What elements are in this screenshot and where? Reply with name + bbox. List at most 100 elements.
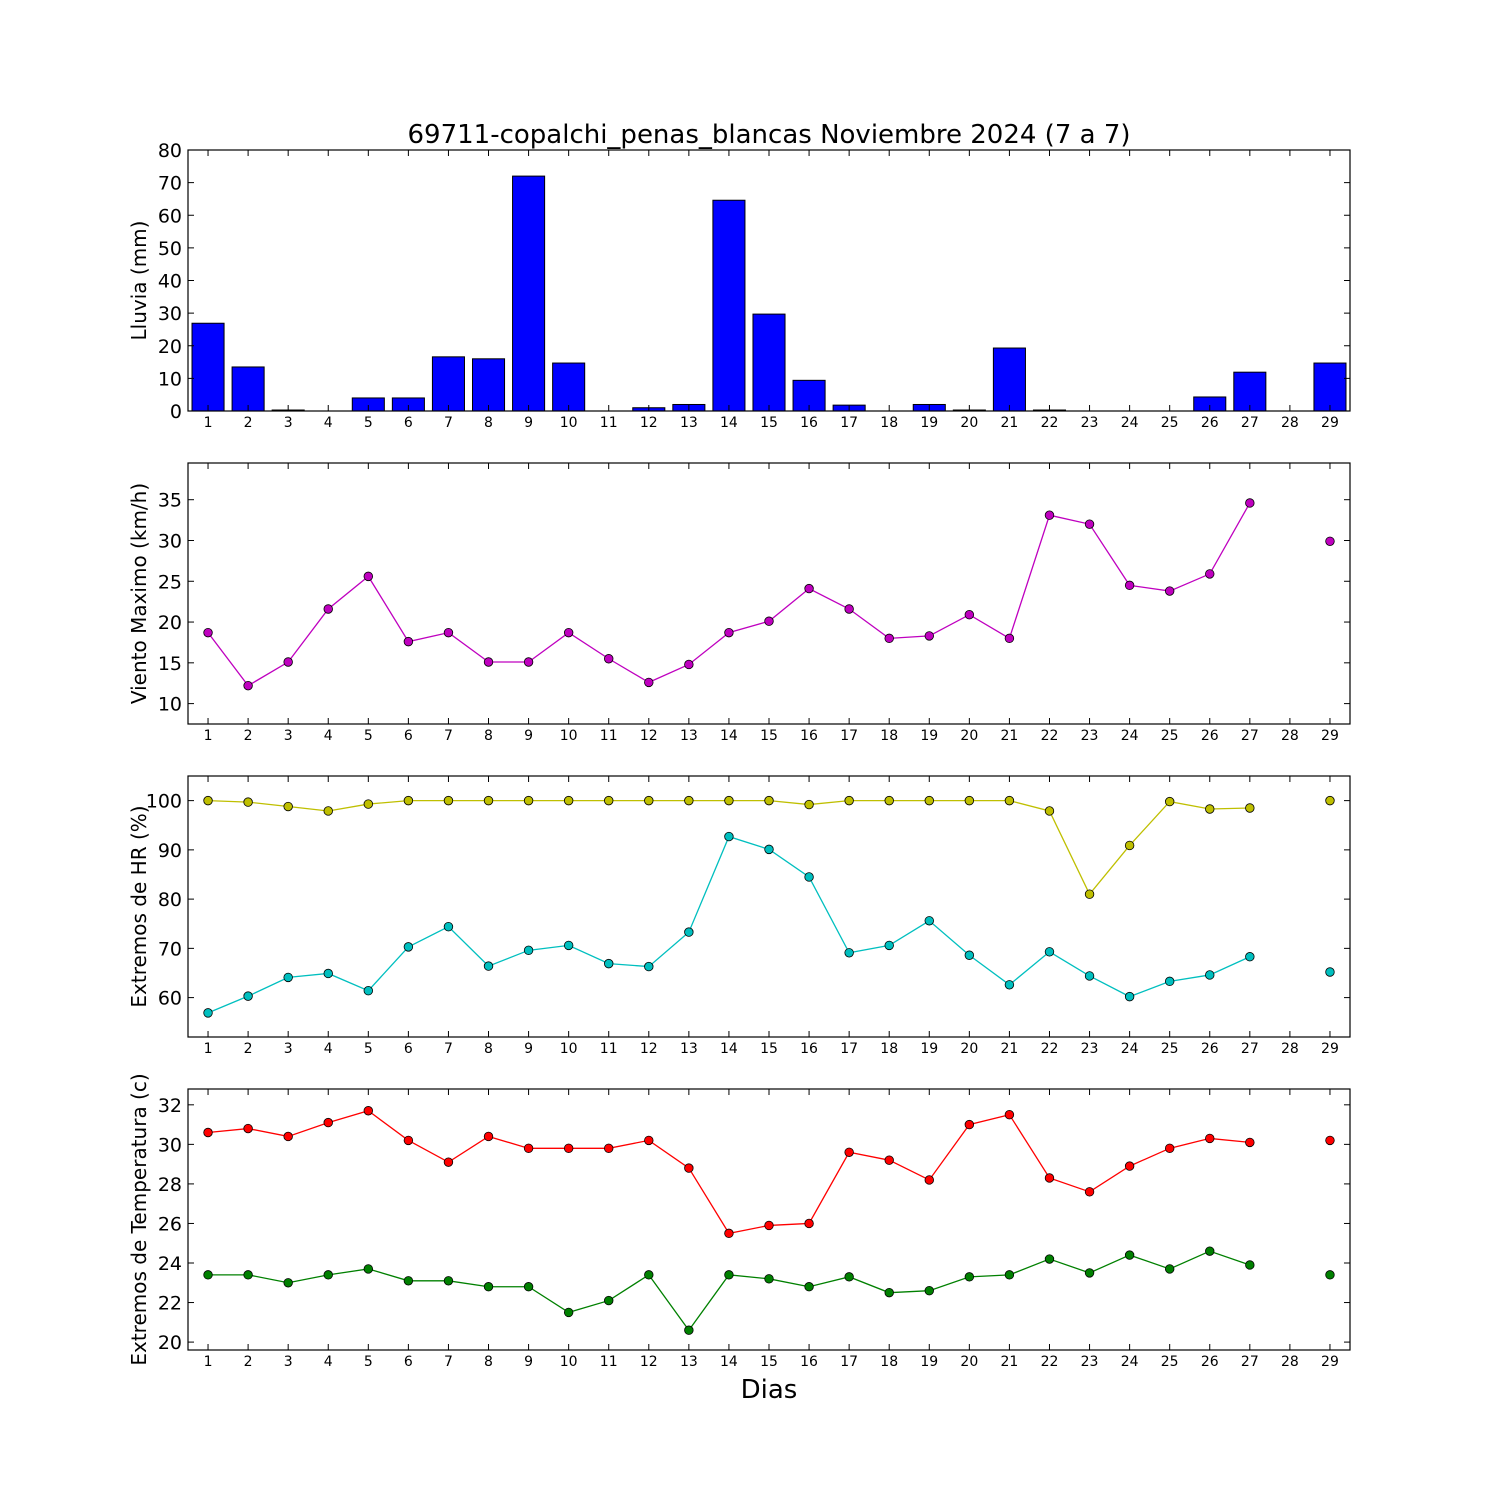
x-tick-label-temperature: 21	[1000, 1354, 1018, 1370]
x-tick-label-wind: 11	[600, 728, 618, 744]
x-tick-label-temperature: 3	[284, 1354, 293, 1370]
bar-2	[231, 366, 265, 412]
point-humidity-1-14	[724, 795, 734, 806]
point-humidity-2-2	[243, 991, 253, 1001]
x-tick-label-wind: 21	[1000, 728, 1018, 744]
bar-21	[992, 347, 1026, 412]
x-tick-label-temperature: 26	[1201, 1354, 1219, 1370]
x-tick-label-temperature: 19	[920, 1354, 938, 1370]
point-wind-1-29	[1325, 536, 1335, 547]
x-tick-label-wind: 15	[760, 728, 778, 744]
y-tick-label-humidity: 90	[158, 840, 182, 862]
x-tick-label-temperature: 7	[444, 1354, 453, 1370]
point-humidity-2-14	[724, 831, 734, 842]
x-tick-label-humidity: 9	[524, 1041, 533, 1057]
series-line-humidity-1-1	[208, 799, 1250, 896]
x-tick-label-wind: 4	[324, 728, 333, 744]
point-humidity-2-26	[1205, 970, 1215, 980]
y-tick-label-rain: 0	[170, 401, 182, 423]
point-temperature-1-10	[563, 1143, 574, 1154]
x-tick-label-temperature: 14	[720, 1354, 738, 1370]
x-tick-label-rain: 7	[444, 415, 453, 431]
point-wind-1-23	[1084, 519, 1095, 529]
point-temperature-1-3	[283, 1131, 293, 1142]
x-tick-label-temperature: 15	[760, 1354, 778, 1370]
point-temperature-2-23	[1084, 1268, 1095, 1278]
point-temperature-1-6	[403, 1135, 414, 1146]
point-wind-1-5	[363, 571, 374, 582]
x-tick-label-humidity: 20	[960, 1041, 978, 1057]
point-humidity-1-1	[203, 795, 213, 806]
point-humidity-1-15	[764, 795, 774, 806]
x-tick-label-temperature: 28	[1281, 1354, 1299, 1370]
x-tick-label-rain: 18	[880, 415, 898, 431]
point-wind-1-16	[804, 583, 814, 594]
point-temperature-1-8	[483, 1131, 494, 1142]
point-wind-1-12	[644, 677, 654, 688]
point-humidity-2-24	[1124, 991, 1135, 1002]
point-temperature-1-9	[523, 1143, 534, 1154]
point-temperature-1-12	[644, 1135, 654, 1146]
y-tick-label-wind: 20	[158, 612, 182, 634]
x-tick-label-temperature: 12	[640, 1354, 658, 1370]
x-tick-label-rain: 1	[204, 415, 213, 431]
bar-8	[471, 358, 506, 412]
point-temperature-2-7	[443, 1276, 454, 1286]
point-wind-1-8	[483, 657, 494, 667]
x-tick-label-wind: 2	[244, 728, 253, 744]
point-temperature-1-5	[363, 1106, 374, 1116]
x-tick-label-rain: 17	[840, 415, 858, 431]
x-tick-label-rain: 3	[284, 415, 293, 431]
x-tick-label-humidity: 11	[600, 1041, 618, 1057]
point-temperature-2-9	[523, 1282, 534, 1292]
x-tick-label-temperature: 18	[880, 1354, 898, 1370]
point-temperature-1-29	[1325, 1135, 1335, 1146]
x-tick-label-humidity: 14	[720, 1041, 738, 1057]
x-tick-label-rain: 15	[760, 415, 778, 431]
x-tick-label-rain: 19	[920, 415, 938, 431]
x-tick-label-humidity: 27	[1241, 1041, 1259, 1057]
x-tick-label-temperature: 16	[800, 1354, 818, 1370]
x-tick-label-humidity: 8	[484, 1041, 493, 1057]
x-tick-label-humidity: 25	[1161, 1041, 1179, 1057]
x-tick-label-rain: 10	[560, 415, 578, 431]
point-temperature-1-16	[804, 1218, 814, 1229]
point-wind-1-4	[323, 604, 333, 614]
x-axis-label: Dias	[741, 1375, 798, 1405]
x-tick-label-wind: 17	[840, 728, 858, 744]
point-humidity-2-19	[924, 916, 934, 926]
point-humidity-1-20	[964, 795, 975, 806]
point-humidity-2-11	[604, 958, 614, 969]
point-temperature-2-1	[203, 1270, 213, 1280]
point-temperature-1-15	[764, 1220, 774, 1231]
y-tick-label-rain: 30	[158, 303, 182, 325]
x-tick-label-temperature: 29	[1321, 1354, 1339, 1370]
y-tick-label-temperature: 28	[158, 1174, 182, 1196]
point-humidity-1-10	[563, 795, 574, 806]
bar-9	[512, 175, 546, 412]
y-tick-label-wind: 35	[158, 490, 182, 512]
x-tick-label-rain: 5	[364, 415, 373, 431]
y-tick-label-wind: 25	[158, 571, 182, 593]
point-humidity-2-27	[1245, 952, 1255, 962]
x-tick-label-temperature: 23	[1081, 1354, 1099, 1370]
x-tick-label-humidity: 1	[204, 1041, 213, 1057]
point-humidity-2-22	[1044, 947, 1055, 957]
point-wind-1-11	[604, 654, 614, 664]
point-temperature-2-10	[563, 1307, 574, 1318]
point-temperature-1-7	[443, 1157, 454, 1167]
point-wind-1-17	[844, 604, 854, 614]
x-tick-label-humidity: 29	[1321, 1041, 1339, 1057]
point-humidity-2-9	[523, 945, 534, 956]
series-line-wind-1-1	[207, 502, 1251, 687]
x-tick-label-temperature: 17	[840, 1354, 858, 1370]
x-tick-label-humidity: 15	[760, 1041, 778, 1057]
bar-15	[752, 313, 786, 412]
x-tick-label-wind: 1	[204, 728, 213, 744]
point-temperature-2-14	[724, 1270, 734, 1280]
point-temperature-1-14	[724, 1228, 734, 1239]
